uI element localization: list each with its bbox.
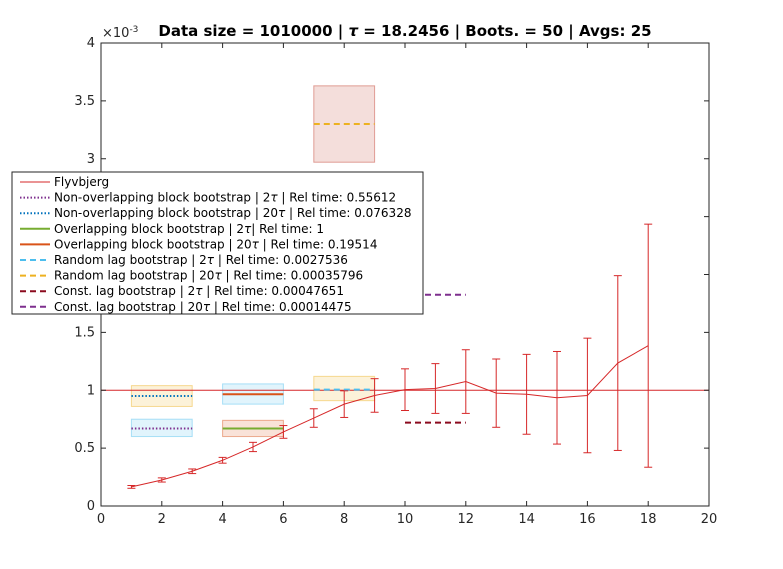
flyvbjerg-point-8: [340, 390, 349, 418]
legend-entry-3: Non-overlapping block bootstrap | 20τ | …: [20, 206, 411, 220]
legend[interactable]: Flyvbjerg Non-overlapping block bootstrap…: [11, 171, 424, 315]
flyvbjerg-point-7: [309, 408, 318, 428]
flyvbjerg-point-13: [492, 358, 501, 428]
legend-label-part: Flyvbjerg: [54, 175, 109, 189]
title-part-2: = 18.2456 | Boots. = 50 | Avgs: 25: [358, 22, 652, 41]
x-tick-label: 0: [97, 512, 105, 527]
legend-label-part: | Rel time: 0.00047651: [202, 284, 344, 298]
legend-label-part: | Rel time: 0.076328: [285, 206, 411, 220]
flyvbjerg-line: [131, 345, 649, 488]
legend-label-part: τ: [195, 284, 203, 298]
x-tick-label: 18: [640, 512, 657, 527]
legend-label: Random lag bootstrap | 2τ | Rel time: 0.…: [54, 253, 348, 267]
flyvbjerg-point-12: [461, 349, 470, 414]
flyvbjerg-point-16: [583, 337, 592, 454]
y-tick-label: 0.5: [74, 441, 95, 456]
legend-label: Non-overlapping block bootstrap | 2τ | R…: [54, 191, 396, 205]
legend-label-part: Const. lag bootstrap | 2: [54, 284, 195, 298]
legend-entry-6: Random lag bootstrap | 2τ | Rel time: 0.…: [20, 253, 348, 267]
legend-label-part: τ: [278, 206, 286, 220]
y-tick-label: 0: [87, 499, 95, 514]
y-tick-label: 3: [87, 152, 95, 167]
legend-label-part: τ: [244, 222, 252, 236]
legend-label-part: Random lag bootstrap | 20: [54, 269, 214, 283]
y-tick-label: 1: [87, 383, 95, 398]
bootstrap-band-2: [130, 385, 193, 407]
bootstrap-band-1: [130, 418, 193, 438]
legend-label-part: | Rel time: 0.19514: [259, 237, 378, 251]
x-tick-label: 14: [518, 512, 535, 527]
flyvbjerg-point-17: [613, 275, 622, 451]
legend-label-part: Random lag bootstrap | 2: [54, 253, 207, 267]
legend-entry-8: Const. lag bootstrap | 2τ | Rel time: 0.…: [20, 284, 344, 298]
legend-label-part: τ: [203, 300, 211, 314]
flyvbjerg-point-18: [644, 223, 653, 468]
legend-label: Const. lag bootstrap | 20τ | Rel time: 0…: [54, 300, 352, 314]
legend-label-part: Overlapping block bootstrap | 20: [54, 237, 252, 251]
y-tick-label: 3.5: [74, 94, 95, 109]
title-part-tau: τ: [348, 22, 358, 40]
flyvbjerg-point-15: [553, 350, 561, 445]
x-tick-label: 16: [579, 512, 596, 527]
x-tick-label: 2: [158, 512, 166, 527]
legend-label-part: Const. lag bootstrap | 20: [54, 300, 203, 314]
y-exponent-power: -3: [129, 25, 138, 35]
y-tick-label: 4: [87, 36, 95, 51]
legend-label-part: Overlapping block bootstrap | 2: [54, 222, 244, 236]
legend-label-part: | Rel time: 1: [251, 222, 324, 236]
title-part-1: Data size = 1010000 |: [158, 22, 348, 41]
legend-entry-9: Const. lag bootstrap | 20τ | Rel time: 0…: [20, 300, 352, 314]
legend-label: Overlapping block bootstrap | 20τ | Rel …: [54, 237, 377, 251]
flyvbjerg-point-5: [249, 441, 257, 453]
legend-label-part: Non-overlapping block bootstrap | 20: [54, 206, 278, 220]
legend-label-part: τ: [270, 191, 278, 205]
flyvbjerg-point-11: [431, 363, 440, 414]
legend-label-part: | Rel time: 0.55612: [278, 191, 397, 205]
flyvbjerg-point-3: [188, 468, 197, 475]
legend-label-part: Non-overlapping block bootstrap | 2: [54, 191, 270, 205]
x-tick-label: 6: [279, 512, 287, 527]
legend-label: Flyvbjerg: [54, 175, 109, 189]
y-exponent-label: ×10-3: [102, 25, 138, 41]
legend-label-part: | Rel time: 0.0027536: [214, 253, 348, 267]
flyvbjerg-point-6: [279, 425, 288, 439]
x-tick-label: 10: [397, 512, 414, 527]
legend-label: Non-overlapping block bootstrap | 20τ | …: [54, 206, 411, 220]
legend-entry-7: Random lag bootstrap | 20τ | Rel time: 0…: [20, 269, 363, 283]
legend-entry-1: Flyvbjerg: [20, 175, 109, 189]
flyvbjerg-point-14: [522, 353, 531, 435]
flyvbjerg-point-10: [401, 368, 409, 412]
legend-entry-4: Overlapping block bootstrap | 2τ| Rel ti…: [20, 222, 324, 236]
flyvbjerg-point-1: [127, 485, 136, 489]
legend-label-part: | Rel time: 0.00014475: [210, 300, 352, 314]
legend-label: Random lag bootstrap | 20τ | Rel time: 0…: [54, 269, 363, 283]
legend-label-part: τ: [207, 253, 215, 267]
x-tick-label: 8: [340, 512, 348, 527]
legend-box: [11, 171, 424, 315]
y-tick-label: 1.5: [74, 325, 95, 340]
x-tick-label: 4: [218, 512, 226, 527]
legend-label-part: | Rel time: 0.00035796: [222, 269, 364, 283]
legend-label-part: τ: [214, 269, 222, 283]
legend-entry-2: Non-overlapping block bootstrap | 2τ | R…: [20, 191, 396, 205]
flyvbjerg-point-9: [370, 378, 379, 413]
legend-label-part: τ: [252, 237, 260, 251]
x-tick-label: 12: [458, 512, 475, 527]
chart-title: Data size = 1010000 | τ = 18.2456 | Boot…: [158, 22, 651, 41]
flyvbjerg-point-4: [218, 456, 227, 464]
legend-label: Overlapping block bootstrap | 2τ| Rel ti…: [54, 222, 324, 236]
legend-entry-5: Overlapping block bootstrap | 20τ | Rel …: [20, 237, 377, 251]
y-exponent-base: ×10: [102, 26, 129, 41]
legend-label: Const. lag bootstrap | 2τ | Rel time: 0.…: [54, 284, 344, 298]
flyvbjerg-point-2: [157, 477, 166, 483]
x-tick-label: 20: [701, 512, 718, 527]
